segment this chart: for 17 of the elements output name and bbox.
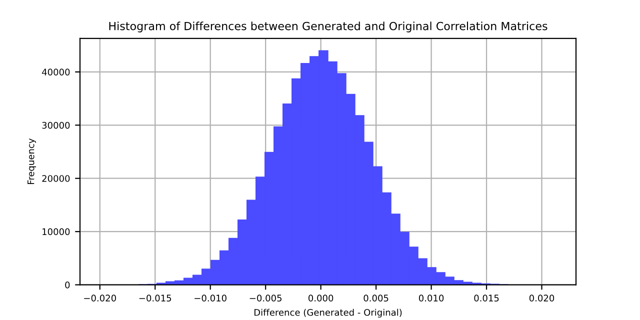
x-tick-label: 0.020 [529,294,554,302]
x-tick-label: 0.000 [308,294,334,302]
x-tick-label: −0.010 [194,294,226,302]
x-tick-label: 0.005 [364,294,388,302]
chart-title: Histogram of Differences between Generated and Original Correlation Matrices [109,22,548,32]
x-tick-label: 0.010 [418,294,444,302]
x-axis-title: Difference (Generated - Original) [254,308,402,318]
y-tick-label: 30000 [42,122,70,129]
y-tick-label: 20000 [42,175,70,182]
y-tick-label: 40000 [42,68,70,76]
y-tick-label: 0 [65,282,70,288]
x-tick-label: −0.020 [84,294,116,302]
x-tick-label: −0.005 [250,294,282,302]
y-axis-title: Frequency [28,138,36,184]
y-tick-label: 10000 [42,228,70,236]
x-tick-label: −0.015 [139,294,172,302]
x-tick-label: 0.015 [474,294,499,302]
